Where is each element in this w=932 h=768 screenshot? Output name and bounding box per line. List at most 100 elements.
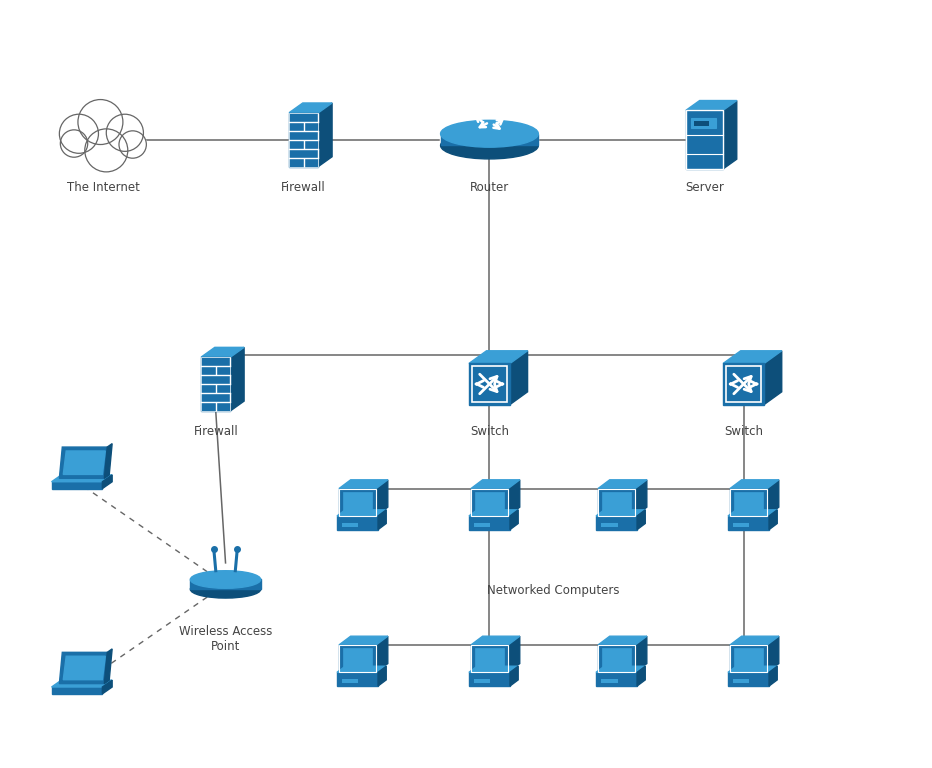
Bar [733, 523, 749, 527]
Circle shape [106, 114, 144, 151]
Polygon shape [767, 636, 779, 672]
Polygon shape [635, 480, 647, 516]
Polygon shape [51, 475, 112, 482]
Polygon shape [508, 480, 520, 516]
Bar [726, 366, 761, 402]
Bar [342, 679, 359, 683]
Bar [201, 357, 230, 411]
Polygon shape [635, 636, 647, 672]
Bar [339, 488, 377, 516]
Bar [469, 363, 510, 405]
Bar [730, 488, 767, 516]
Polygon shape [63, 656, 105, 680]
Polygon shape [51, 680, 112, 687]
Text: Switch: Switch [724, 425, 763, 438]
Bar [596, 672, 637, 686]
Bar [441, 134, 539, 145]
Polygon shape [469, 510, 518, 516]
Bar [51, 482, 103, 488]
Text: Firewall: Firewall [281, 180, 326, 194]
Bar [598, 645, 635, 672]
Polygon shape [598, 636, 647, 645]
Bar [471, 488, 508, 516]
Bar [472, 366, 507, 402]
Polygon shape [339, 636, 388, 645]
Bar [289, 113, 319, 167]
Bar [733, 648, 763, 668]
Bar [339, 488, 377, 516]
Polygon shape [728, 510, 777, 516]
Polygon shape [337, 666, 386, 672]
Circle shape [78, 100, 123, 144]
Polygon shape [764, 351, 782, 405]
Polygon shape [201, 347, 244, 357]
Bar [693, 121, 709, 126]
Bar [471, 645, 508, 672]
Bar [473, 679, 490, 683]
Polygon shape [510, 510, 518, 530]
Bar [686, 111, 723, 169]
Polygon shape [471, 480, 520, 488]
Text: Firewall: Firewall [193, 425, 239, 438]
Polygon shape [63, 451, 105, 475]
Polygon shape [723, 351, 782, 363]
Polygon shape [769, 510, 777, 530]
Bar [339, 645, 377, 672]
Bar [598, 488, 635, 516]
Bar [474, 492, 504, 512]
Bar [602, 492, 631, 512]
Polygon shape [686, 101, 737, 111]
Bar [471, 645, 508, 672]
Polygon shape [378, 510, 386, 530]
Polygon shape [637, 510, 645, 530]
Polygon shape [598, 480, 647, 488]
Bar [343, 492, 372, 512]
Bar [342, 523, 359, 527]
Bar [473, 523, 490, 527]
Polygon shape [471, 636, 520, 645]
Text: Switch: Switch [470, 425, 509, 438]
Bar [337, 516, 378, 530]
Bar [728, 516, 769, 530]
Bar [730, 488, 767, 516]
Polygon shape [510, 666, 518, 686]
Ellipse shape [441, 121, 539, 147]
Polygon shape [103, 680, 112, 694]
Polygon shape [378, 666, 386, 686]
Polygon shape [289, 103, 332, 113]
Polygon shape [508, 636, 520, 672]
Polygon shape [769, 666, 777, 686]
Bar [728, 672, 769, 686]
Bar [289, 113, 319, 167]
Bar [601, 523, 618, 527]
Polygon shape [730, 480, 779, 488]
Polygon shape [596, 510, 645, 516]
Bar [201, 357, 230, 411]
Polygon shape [60, 447, 107, 478]
Polygon shape [60, 652, 107, 684]
Text: Server: Server [685, 180, 724, 194]
Bar [723, 363, 764, 405]
Bar [343, 648, 372, 668]
Bar [469, 516, 510, 530]
Bar [471, 488, 508, 516]
Polygon shape [469, 666, 518, 672]
Bar [51, 687, 103, 694]
Polygon shape [767, 480, 779, 516]
Ellipse shape [190, 571, 261, 588]
Polygon shape [377, 480, 388, 516]
Text: Router: Router [470, 180, 509, 194]
Bar [337, 672, 378, 686]
Bar [730, 645, 767, 672]
Polygon shape [510, 351, 528, 405]
Bar [691, 118, 716, 128]
Polygon shape [728, 666, 777, 672]
Polygon shape [103, 475, 112, 488]
Polygon shape [339, 480, 388, 488]
Bar [339, 645, 377, 672]
Bar [733, 679, 749, 683]
Bar [474, 648, 504, 668]
Bar [733, 492, 763, 512]
Circle shape [85, 129, 128, 172]
Bar [190, 580, 261, 589]
